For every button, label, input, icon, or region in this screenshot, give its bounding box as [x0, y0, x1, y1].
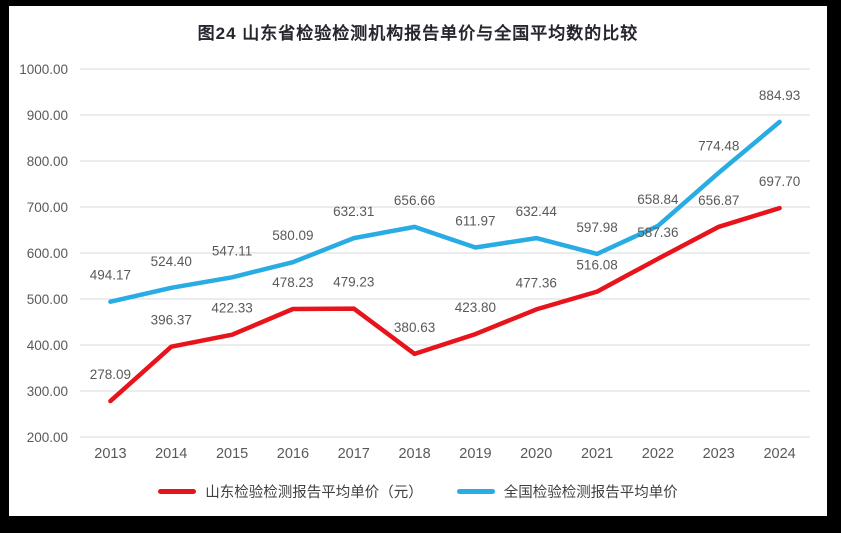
x-axis-tick-label: 2013: [94, 446, 126, 462]
x-axis-tick-label: 2023: [703, 446, 735, 462]
legend-label-1: 全国检验检测报告平均单价: [503, 485, 678, 501]
value-label-series-0: 479.23: [333, 275, 374, 290]
series-line-0: [108, 205, 782, 404]
y-axis-tick-label: 400.00: [27, 338, 68, 353]
value-label-series-1: 494.17: [90, 268, 131, 283]
value-label-series-1: 884.93: [759, 88, 800, 103]
legend-swatch-1: [456, 489, 495, 494]
value-label-series-1: 611.97: [455, 213, 495, 228]
y-axis-tick-label: 800.00: [27, 154, 68, 169]
series-line-1: [108, 119, 782, 304]
value-label-series-0: 656.87: [698, 193, 739, 208]
x-axis-tick-label: 2020: [520, 446, 552, 462]
value-label-series-0: 587.36: [637, 225, 678, 240]
legend-swatch-0: [158, 489, 197, 494]
legend-item-0: 山东检验检测报告平均单价（元）: [158, 481, 423, 502]
value-label-series-1: 658.84: [637, 192, 679, 207]
x-axis-tick-label: 2015: [216, 446, 248, 462]
y-axis-tick-label: 1000.00: [19, 62, 68, 77]
value-label-series-0: 380.63: [394, 320, 435, 335]
value-label-series-0: 278.09: [90, 367, 131, 382]
value-label-series-0: 477.36: [516, 275, 557, 290]
value-label-series-0: 516.08: [576, 258, 617, 273]
value-label-series-1: 774.48: [698, 139, 739, 154]
value-label-series-1: 632.44: [516, 204, 558, 219]
y-axis-tick-label: 500.00: [27, 292, 68, 307]
y-axis-tick-label: 600.00: [27, 246, 68, 261]
x-axis-tick-label: 2022: [642, 446, 674, 462]
x-axis-tick-label: 2014: [155, 446, 187, 462]
value-label-series-1: 656.66: [394, 193, 435, 208]
x-axis-tick-label: 2018: [398, 446, 430, 462]
line-chart: 200.00 300.00 400.00 500.00 600.00 700.00 800.…: [19, 62, 810, 462]
x-axis-tick-label: 2017: [338, 446, 370, 462]
value-label-series-0: 423.80: [455, 300, 496, 315]
chart-title: 图24 山东省检验检测机构报告单价与全国平均数的比较: [197, 24, 639, 43]
value-label-series-0: 478.23: [272, 275, 313, 290]
value-label-series-1: 547.11: [212, 243, 252, 258]
chart-legend: 山东检验检测报告平均单价（元） 全国检验检测报告平均单价: [9, 481, 827, 502]
chart-area: 图24 山东省检验检测机构报告单价与全国平均数的比较 200.00 300.00 4…: [9, 6, 827, 516]
x-axis-tick-label: 2019: [459, 446, 491, 462]
value-label-series-0: 697.70: [759, 174, 800, 189]
value-label-series-1: 632.31: [333, 204, 374, 219]
y-axis-tick-label: 200.00: [27, 430, 68, 445]
x-axis-tick-label: 2021: [581, 446, 613, 462]
x-axis-tick-label: 2016: [277, 446, 309, 462]
y-axis-tick-label: 900.00: [27, 108, 68, 123]
value-label-series-1: 580.09: [272, 228, 313, 243]
value-label-series-1: 597.98: [576, 220, 617, 235]
value-label-series-1: 524.40: [151, 254, 192, 269]
value-label-series-0: 422.33: [211, 301, 252, 316]
value-label-series-0: 396.37: [151, 313, 192, 328]
legend-label-0: 山东检验检测报告平均单价（元）: [205, 485, 423, 501]
y-axis-tick-label: 300.00: [27, 384, 68, 399]
x-axis-tick-label: 2024: [763, 446, 795, 462]
y-axis-tick-label: 700.00: [27, 200, 68, 215]
legend-item-1: 全国检验检测报告平均单价: [456, 481, 678, 502]
